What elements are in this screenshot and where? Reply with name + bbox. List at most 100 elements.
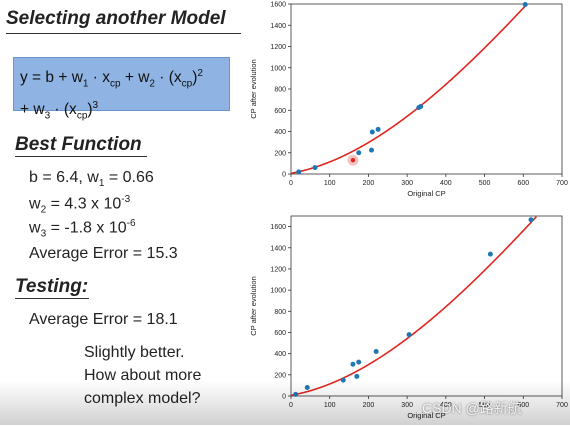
test-average-error: Average Error = 18.1 xyxy=(29,311,178,328)
slide-title: Selecting another Model xyxy=(6,8,226,29)
data-point xyxy=(369,147,375,153)
data-point xyxy=(356,150,362,156)
x-axis-label: Original CP xyxy=(407,411,445,420)
formula-sub: 1 xyxy=(82,78,89,90)
formula-sub: cp xyxy=(181,78,193,90)
y-tick-label: 0 xyxy=(282,394,286,401)
data-point xyxy=(293,391,299,397)
x-tick-label: 600 xyxy=(517,402,529,409)
y-tick-label: 1400 xyxy=(270,245,286,252)
formula-text: + w xyxy=(120,69,150,87)
note-line-2: How about more xyxy=(84,367,202,384)
data-point xyxy=(312,165,318,171)
formula-sub: cp xyxy=(110,78,121,90)
data-point xyxy=(375,126,381,132)
x-tick-label: 300 xyxy=(401,402,413,409)
plot-frame xyxy=(290,215,563,397)
param-w3: w3 = -1.8 x 10-6 xyxy=(29,218,136,240)
highlight-point xyxy=(350,157,356,163)
regression-curve xyxy=(290,4,527,175)
data-point xyxy=(373,349,379,355)
formula-text: ) xyxy=(87,101,93,119)
x-tick-label: 500 xyxy=(479,402,491,409)
testing-underline xyxy=(15,298,89,299)
param-text: w xyxy=(29,195,41,213)
x-tick-label: 300 xyxy=(401,180,413,187)
y-tick-label: 1200 xyxy=(270,44,286,51)
y-tick-label: 800 xyxy=(274,87,286,94)
y-tick-label: 1600 xyxy=(270,2,286,9)
x-axis-label: Original CP xyxy=(407,189,445,198)
y-tick-label: 400 xyxy=(274,129,286,136)
param-w2: w2 = 4.3 x 10-3 xyxy=(29,194,130,216)
plot-frame xyxy=(290,3,563,175)
x-tick-label: 0 xyxy=(289,402,293,409)
x-tick-label: 700 xyxy=(556,402,568,409)
regression-curve xyxy=(290,216,538,397)
y-tick-label: 200 xyxy=(274,372,286,379)
param-text: = 0.66 xyxy=(104,169,154,186)
param-sup: -6 xyxy=(126,218,136,229)
formula-text: · x xyxy=(88,69,110,87)
x-tick-label: 600 xyxy=(517,180,529,187)
formula-sup: 2 xyxy=(197,68,203,79)
formula-line-2: + w3 · (xcp)3 xyxy=(20,95,223,127)
training-scatter-chart: 0 100 200 300 400 500 600 700 0 200 400 600 800 1000 1… xyxy=(249,2,568,199)
data-point xyxy=(522,2,528,8)
y-tick-label: 1200 xyxy=(270,266,286,273)
x-tick-label: 200 xyxy=(363,180,375,187)
param-text: = -1.8 x 10 xyxy=(46,219,127,237)
formula-line-1: y = b + w1 · xcp + w2 · (xcp)2 xyxy=(20,63,223,95)
data-point xyxy=(350,361,356,367)
param-b-w1: b = 6.4, w1 = 0.66 xyxy=(29,169,154,189)
train-average-error: Average Error = 15.3 xyxy=(29,245,178,262)
note-line-1: Slightly better. xyxy=(84,344,185,361)
formula-sub: 3 xyxy=(44,110,51,122)
x-tick-label: 100 xyxy=(324,180,336,187)
param-text: w xyxy=(29,219,41,237)
y-tick-label: 1400 xyxy=(270,23,286,30)
param-sub: 1 xyxy=(98,178,105,190)
data-point xyxy=(487,251,493,257)
param-sub: 2 xyxy=(40,204,47,216)
x-tick-label: 200 xyxy=(363,402,375,409)
y-tick-label: 200 xyxy=(274,150,286,157)
formula-text: · (x xyxy=(50,101,77,119)
x-tick-label: 500 xyxy=(479,180,491,187)
x-tick-label: 400 xyxy=(440,180,452,187)
model-formula-box: y = b + w1 · xcp + w2 · (xcp)2 + w3 · (x… xyxy=(13,57,230,122)
formula-sup: 3 xyxy=(92,100,99,112)
formula-sub: 2 xyxy=(149,78,155,90)
param-text: = 4.3 x 10 xyxy=(46,195,122,213)
best-function-underline xyxy=(15,156,147,157)
x-tick-label: 100 xyxy=(324,402,336,409)
formula-sub: cp xyxy=(76,110,88,122)
x-tick-label: 400 xyxy=(440,402,452,409)
testing-scatter-chart: 0 100 200 300 400 500 600 700 0 200 400 600 800 1000 1… xyxy=(249,215,568,420)
y-tick-label: 600 xyxy=(274,108,286,115)
x-tick-label: 700 xyxy=(556,180,568,187)
param-text: b = 6.4, w xyxy=(29,169,99,186)
y-tick-label: 600 xyxy=(274,330,286,337)
data-point xyxy=(356,359,362,365)
data-point xyxy=(369,129,375,135)
data-point xyxy=(296,169,302,175)
y-tick-label: 400 xyxy=(274,351,286,358)
data-point xyxy=(528,217,534,223)
y-tick-label: 1600 xyxy=(270,224,286,231)
formula-text: · (x xyxy=(154,69,182,87)
testing-heading: Testing: xyxy=(15,276,89,297)
y-axis-label: CP after evolution xyxy=(249,59,258,118)
formula-text: ) xyxy=(192,69,198,87)
y-axis-label: CP after evolution xyxy=(249,276,258,335)
y-tick-label: 800 xyxy=(274,309,286,316)
y-tick-label: 0 xyxy=(282,172,286,179)
x-tick-label: 0 xyxy=(289,180,293,187)
best-function-heading: Best Function xyxy=(15,134,142,155)
data-point xyxy=(406,332,412,338)
watermark: CSDN @路新航 xyxy=(422,400,522,416)
param-sub: 3 xyxy=(40,228,47,240)
data-point xyxy=(354,373,360,379)
data-point xyxy=(418,104,424,110)
param-sup: -3 xyxy=(121,194,131,205)
